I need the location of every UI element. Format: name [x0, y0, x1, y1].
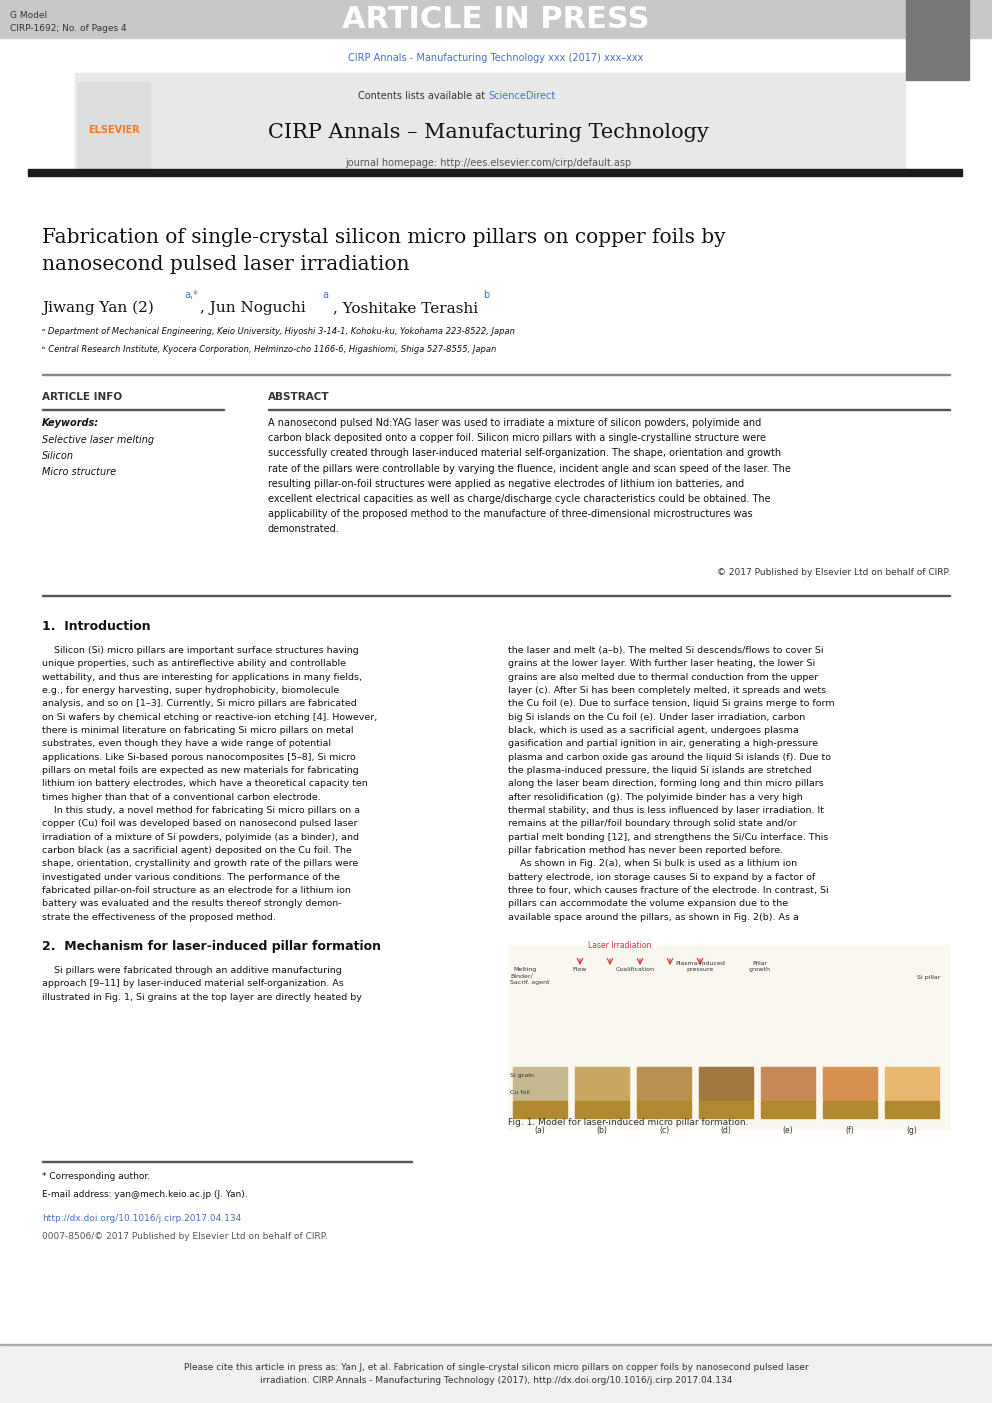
Text: CIRP Annals - Manufacturing Technology xxx (2017) xxx–xxx: CIRP Annals - Manufacturing Technology x…: [348, 53, 644, 63]
Text: Flow: Flow: [572, 967, 587, 972]
Text: journal homepage: http://ees.elsevier.com/cirp/default.asp: journal homepage: http://ees.elsevier.co…: [345, 159, 631, 168]
Text: Coalification: Coalification: [615, 967, 655, 972]
Text: Keywords:: Keywords:: [42, 418, 99, 428]
Text: the laser and melt (a–b). The melted Si descends/flows to cover Si
grains at the: the laser and melt (a–b). The melted Si …: [508, 645, 834, 922]
Bar: [0, 1345, 992, 1403]
Text: ᵃ Department of Mechanical Engineering, Keio University, Hiyoshi 3-14-1, Kohoku-: ᵃ Department of Mechanical Engineering, …: [42, 327, 515, 337]
Text: Si grain: Si grain: [510, 1073, 534, 1079]
Text: Fabrication of single-crystal silicon micro pillars on copper foils by
nanosecon: Fabrication of single-crystal silicon mi…: [42, 229, 725, 274]
Text: (f): (f): [845, 1127, 854, 1135]
Text: ABSTRACT: ABSTRACT: [268, 391, 329, 403]
Text: Manufacturing
Technology: Manufacturing Technology: [917, 94, 957, 105]
Text: ELSEVIER: ELSEVIER: [88, 125, 140, 135]
Text: (b): (b): [596, 1127, 607, 1135]
Text: Melting: Melting: [514, 967, 537, 972]
Text: Silicon (Si) micro pillars are important surface structures having
unique proper: Silicon (Si) micro pillars are important…: [42, 645, 377, 922]
Bar: [885, 1068, 939, 1100]
Bar: [575, 1068, 629, 1100]
Text: Si pillars were fabricated through an additive manufacturing
approach [9–11] by : Si pillars were fabricated through an ad…: [42, 967, 362, 1002]
Text: Si pillar: Si pillar: [917, 975, 940, 981]
Text: a,*: a,*: [184, 290, 197, 300]
Text: Pillar
growth: Pillar growth: [749, 961, 771, 972]
Text: A nanosecond pulsed Nd:YAG laser was used to irradiate a mixture of silicon powd: A nanosecond pulsed Nd:YAG laser was use…: [268, 418, 791, 535]
Text: (c): (c): [659, 1127, 669, 1135]
Text: 0007-8506/© 2017 Published by Elsevier Ltd on behalf of CIRP.: 0007-8506/© 2017 Published by Elsevier L…: [42, 1232, 327, 1242]
Text: 2.  Mechanism for laser-induced pillar formation: 2. Mechanism for laser-induced pillar fo…: [42, 940, 381, 953]
Bar: [0, 0, 992, 38]
Text: CIRP Annals – Manufacturing Technology: CIRP Annals – Manufacturing Technology: [268, 122, 708, 142]
Text: Cu foil: Cu foil: [510, 1090, 530, 1094]
Bar: [699, 1101, 753, 1118]
Bar: [508, 946, 950, 1129]
Bar: [699, 1068, 753, 1100]
Text: Laser Irradiation: Laser Irradiation: [588, 941, 652, 950]
Bar: [637, 1101, 691, 1118]
Bar: [823, 1101, 877, 1118]
Text: Contents lists available at: Contents lists available at: [358, 91, 488, 101]
Text: b: b: [483, 290, 489, 300]
Bar: [513, 1101, 567, 1118]
Text: * Corresponding author.: * Corresponding author.: [42, 1172, 150, 1181]
Bar: [513, 1068, 567, 1100]
Text: (d): (d): [720, 1127, 731, 1135]
Text: , Yoshitake Terashi: , Yoshitake Terashi: [333, 302, 478, 316]
Bar: [761, 1068, 815, 1100]
Bar: [575, 1101, 629, 1118]
Text: ARTICLE IN PRESS: ARTICLE IN PRESS: [342, 4, 650, 34]
Text: Jiwang Yan (2): Jiwang Yan (2): [42, 300, 154, 316]
Bar: [78, 81, 150, 170]
Bar: [906, 0, 969, 80]
Text: 1.  Introduction: 1. Introduction: [42, 620, 151, 633]
Text: Selective laser melting
Silicon
Micro structure: Selective laser melting Silicon Micro st…: [42, 435, 154, 477]
Text: Please cite this article in press as: Yan J, et al. Fabrication of single-crysta: Please cite this article in press as: Ya…: [184, 1362, 808, 1385]
Text: Fig. 1. Model for laser-induced micro pillar formation.: Fig. 1. Model for laser-induced micro pi…: [508, 1118, 749, 1127]
Text: ARTICLE INFO: ARTICLE INFO: [42, 391, 122, 403]
Bar: [0, 1344, 992, 1345]
Bar: [75, 73, 905, 170]
Bar: [28, 168, 962, 175]
Text: ᵇ Central Research Institute, Kyocera Corporation, Hełminzo-cho 1166-6, Higashio: ᵇ Central Research Institute, Kyocera Co…: [42, 345, 496, 355]
Bar: [885, 1101, 939, 1118]
Text: (e): (e): [783, 1127, 794, 1135]
Text: (g): (g): [907, 1127, 918, 1135]
Text: (a): (a): [535, 1127, 546, 1135]
Bar: [823, 1068, 877, 1100]
Text: G Model
CIRP-1692; No. of Pages 4: G Model CIRP-1692; No. of Pages 4: [10, 11, 127, 32]
Text: Plasma-induced
pressure: Plasma-induced pressure: [676, 961, 725, 972]
Text: © 2017 Published by Elsevier Ltd on behalf of CIRP.: © 2017 Published by Elsevier Ltd on beha…: [716, 568, 950, 577]
Text: , Jun Noguchi: , Jun Noguchi: [200, 302, 306, 316]
Text: E-mail address: yan@mech.keio.ac.jp (J. Yan).: E-mail address: yan@mech.keio.ac.jp (J. …: [42, 1190, 248, 1200]
Bar: [637, 1068, 691, 1100]
Text: ScienceDirect: ScienceDirect: [488, 91, 556, 101]
Text: Binder/
Sacrif. agent: Binder/ Sacrif. agent: [510, 974, 550, 985]
Text: http://dx.doi.org/10.1016/j.cirp.2017.04.134: http://dx.doi.org/10.1016/j.cirp.2017.04…: [42, 1214, 241, 1223]
Text: a: a: [322, 290, 328, 300]
Bar: [761, 1101, 815, 1118]
